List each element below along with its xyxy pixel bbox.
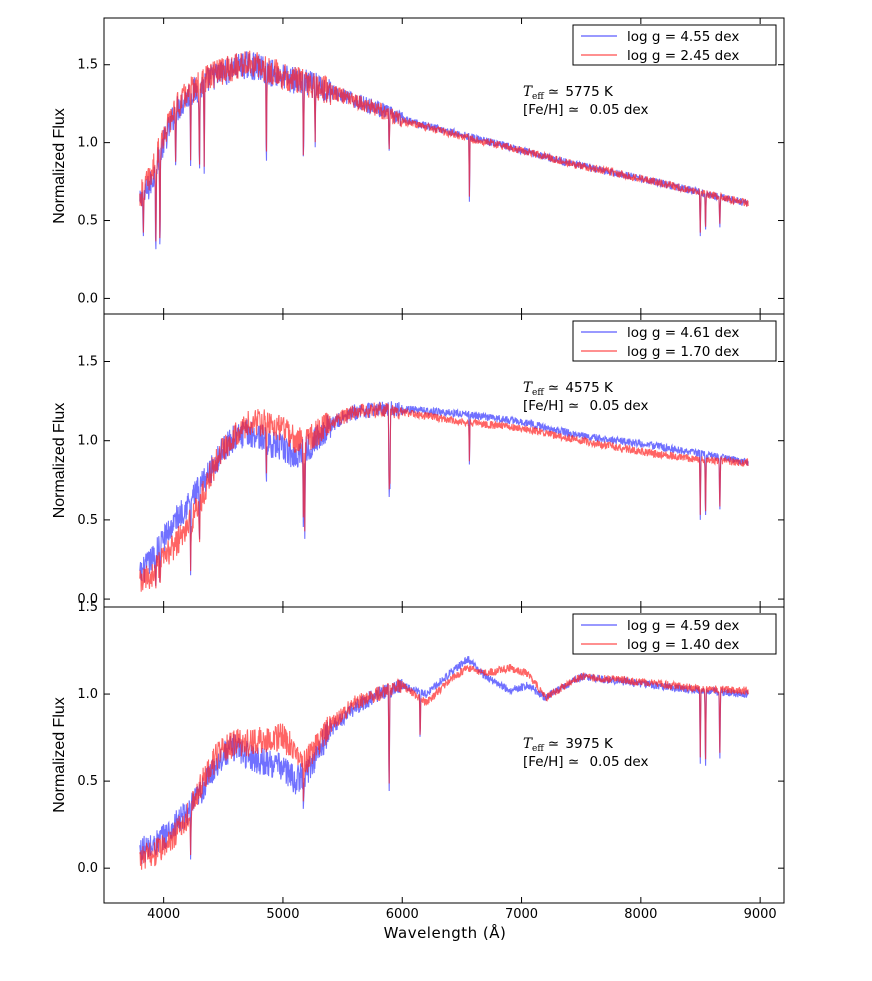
feh-label: [Fe/H] [523, 102, 568, 118]
y-tick-label: 0.5 [77, 513, 98, 528]
legend-label: log g = 1.70 dex [627, 344, 739, 360]
y-tick-label: 1.5 [77, 600, 98, 615]
legend-box [572, 320, 777, 362]
x-tick-label: 6000 [386, 907, 419, 922]
panel-frame [103, 606, 785, 904]
legend: log g = 4.55 dex log g = 2.45 dex [572, 24, 777, 66]
feh-annotation: [Fe/H] ≃ 0.05 dex [523, 398, 648, 414]
legend: log g = 4.59 dex log g = 1.40 dex [572, 613, 777, 655]
spectrum-line-dwarf [139, 655, 749, 865]
legend-box [572, 613, 777, 655]
feh-annotation: [Fe/H] ≃ 0.05 dex [523, 754, 648, 770]
spectrum-line-giant [139, 664, 749, 870]
teff-subscript: eff [532, 92, 544, 102]
spectrum-line-dwarf [139, 401, 749, 587]
legend-label: log g = 4.61 dex [627, 325, 739, 341]
legend-label: log g = 1.40 dex [627, 637, 739, 653]
y-tick-label: 0.0 [77, 861, 98, 876]
spectrum-line-giant [139, 402, 749, 592]
spectra-lines [139, 50, 749, 250]
legend-label: log g = 2.45 dex [627, 48, 739, 64]
teff-value: 4575 K [565, 380, 614, 396]
teff-annotation: Teff ≃ 5775 K [523, 84, 614, 102]
x-tick-label: 5000 [266, 907, 299, 922]
annotation: Teff ≃ 3975 K [Fe/H] ≃ 0.05 dex [523, 736, 648, 770]
approx-symbol: ≃ [548, 736, 564, 752]
feh-label: [Fe/H] [523, 754, 568, 770]
teff-annotation: Teff ≃ 3975 K [523, 736, 614, 754]
panel-teff-4575: 0.0 0.5 1.0 1.5 Normalized Flux log g = 4.61 … [51, 313, 785, 608]
y-axis-title: Normalized Flux [51, 697, 68, 813]
teff-symbol: T [523, 380, 533, 396]
y-tick-label: 1.0 [77, 136, 98, 151]
approx-symbol: ≃ [568, 398, 584, 414]
legend-label: log g = 4.55 dex [627, 29, 739, 45]
spectra-lines [139, 655, 749, 870]
x-axis-title: Wavelength (Å) [384, 923, 507, 942]
feh-value: 0.05 dex [589, 398, 648, 414]
y-tick-label: 0.5 [77, 774, 98, 789]
x-tick-label: 8000 [624, 907, 657, 922]
shared-x-axis: 4000 5000 6000 7000 8000 9000 [147, 907, 777, 922]
feh-value: 0.05 dex [589, 102, 648, 118]
y-tick-label: 1.0 [77, 687, 98, 702]
y-tick-label: 0.0 [77, 291, 98, 306]
x-tick-label: 7000 [505, 907, 538, 922]
approx-symbol: ≃ [568, 102, 584, 118]
teff-value: 5775 K [565, 84, 614, 100]
y-axis-title: Normalized Flux [51, 108, 68, 224]
teff-value: 3975 K [565, 736, 614, 752]
approx-symbol: ≃ [548, 380, 564, 396]
teff-subscript: eff [532, 388, 544, 398]
approx-symbol: ≃ [548, 84, 564, 100]
y-tick-label: 1.5 [77, 58, 98, 73]
teff-symbol: T [523, 84, 533, 100]
feh-value: 0.05 dex [589, 754, 648, 770]
feh-annotation: [Fe/H] ≃ 0.05 dex [523, 102, 648, 118]
legend-label: log g = 4.59 dex [627, 618, 739, 634]
x-tick-label: 9000 [744, 907, 777, 922]
y-tick-label: 1.5 [77, 355, 98, 370]
teff-annotation: Teff ≃ 4575 K [523, 380, 614, 398]
y-tick-label: 1.0 [77, 434, 98, 449]
teff-symbol: T [523, 736, 533, 752]
approx-symbol: ≃ [568, 754, 584, 770]
feh-label: [Fe/H] [523, 398, 568, 414]
y-tick-label: 0.0 [77, 592, 98, 607]
legend: log g = 4.61 dex log g = 1.70 dex [572, 320, 777, 362]
spectra-lines [139, 401, 749, 592]
annotation: Teff ≃ 5775 K [Fe/H] ≃ 0.05 dex [523, 84, 648, 118]
panel-teff-5775: 0.0 0.5 1.0 1.5 Normalized Flux log g = 4.55 … [51, 17, 785, 315]
annotation: Teff ≃ 4575 K [Fe/H] ≃ 0.05 dex [523, 380, 648, 414]
y-tick-label: 0.5 [77, 214, 98, 229]
y-axis-title: Normalized Flux [51, 403, 68, 519]
teff-subscript: eff [532, 744, 544, 754]
legend-box [572, 24, 777, 66]
panel-teff-3975: 0.0 0.5 1.0 1.5 Normalized Flux log g = 4.59 … [51, 600, 785, 904]
spectrum-line-giant [139, 50, 749, 242]
x-tick-label: 4000 [147, 907, 180, 922]
